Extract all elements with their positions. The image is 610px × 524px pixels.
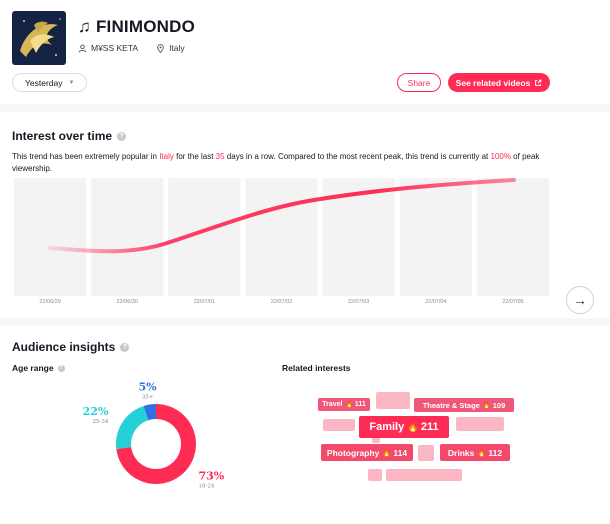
info-icon[interactable]: ? bbox=[120, 342, 130, 352]
desc-percent: 100% bbox=[490, 152, 511, 161]
artist-name: M¥SS KETA bbox=[91, 43, 139, 53]
related-interests-title: Related interests bbox=[282, 363, 351, 373]
period-value: Yesterday bbox=[25, 77, 63, 88]
day-column bbox=[14, 178, 87, 296]
chevron-down-icon: ▼ bbox=[68, 79, 75, 86]
age-range-donut-chart: 73%18-24 22%25-34 5%35+ bbox=[83, 381, 225, 490]
interest-label: Theatre & Stage bbox=[422, 400, 480, 410]
fire-icon: 🔥 bbox=[482, 402, 491, 409]
interest-score: 111 bbox=[354, 401, 366, 408]
x-tick-label: 22/07/02 bbox=[271, 299, 292, 305]
x-tick-label: 22/06/29 bbox=[39, 299, 60, 305]
interest-title-text: Interest over time bbox=[12, 129, 113, 143]
interest-placeholder bbox=[386, 469, 462, 481]
interest-placeholder bbox=[418, 445, 434, 461]
next-arrow-button[interactable]: → bbox=[566, 286, 594, 314]
share-button[interactable]: Share bbox=[397, 73, 441, 92]
interest-score: 114 bbox=[393, 447, 408, 458]
desc-text: days in a row. Compared to the most rece… bbox=[224, 152, 491, 161]
song-title: ♫ FINIMONDO bbox=[78, 17, 195, 37]
audience-title: Audience insights ? bbox=[12, 340, 130, 354]
country-meta: Italy bbox=[156, 43, 185, 53]
song-title-text: FINIMONDO bbox=[95, 17, 196, 36]
interest-score: 112 bbox=[488, 447, 503, 458]
interest-tag-photography[interactable]: Photography 🔥 114 bbox=[321, 444, 413, 461]
interest-placeholder bbox=[323, 419, 355, 431]
desc-text: of peak viewership. bbox=[12, 152, 540, 173]
trend-line bbox=[48, 178, 516, 254]
interest-tag-theatre-stage[interactable]: Theatre & Stage 🔥 109 bbox=[414, 398, 514, 412]
period-dropdown[interactable]: Yesterday ▼ bbox=[12, 73, 88, 92]
fire-icon: 🔥 bbox=[345, 402, 353, 408]
day-column bbox=[91, 178, 164, 296]
country-name: Italy bbox=[169, 43, 185, 53]
age-percent-label: 5% bbox=[138, 381, 157, 394]
age-percent-label: 22% bbox=[83, 405, 109, 418]
audience-title-text: Audience insights bbox=[12, 340, 116, 354]
donut-slice-25-34 bbox=[116, 405, 149, 450]
external-link-icon bbox=[535, 79, 542, 86]
donut-slice-35+ bbox=[143, 404, 156, 421]
trend-header: ♫ FINIMONDO M¥SS KETA Italy Yesterday ▼ … bbox=[0, 0, 610, 104]
desc-text: for the last bbox=[173, 152, 216, 161]
interest-description: This trend has been extremely popular in… bbox=[12, 151, 552, 175]
day-column bbox=[399, 178, 472, 296]
x-tick-label: 22/06/30 bbox=[116, 299, 137, 305]
age-category-label: 35+ bbox=[142, 395, 154, 401]
interest-placeholder bbox=[368, 469, 382, 481]
interest-line-chart: 22/06/29 22/06/30 22/07/01 22/07/02 22/07/03… bbox=[14, 178, 549, 305]
fire-icon: 🔥 bbox=[382, 448, 392, 457]
desc-country: Italy bbox=[159, 152, 174, 161]
interest-label: Photography bbox=[326, 447, 380, 458]
music-note-icon: ♫ bbox=[78, 17, 91, 36]
info-icon[interactable]: ? bbox=[57, 364, 65, 372]
interest-label: Family bbox=[369, 421, 405, 433]
user-icon bbox=[78, 44, 87, 52]
related-interests-cloud: Travel 🔥 111 Theatre & Stage 🔥 109 Family 🔥 21… bbox=[300, 388, 540, 488]
location-pin-icon bbox=[157, 43, 164, 53]
see-related-videos-button[interactable]: See related videos bbox=[448, 73, 550, 92]
fire-icon: 🔥 bbox=[407, 421, 419, 432]
interest-tag-travel[interactable]: Travel 🔥 111 bbox=[318, 398, 370, 411]
x-tick-label: 22/07/01 bbox=[194, 299, 215, 305]
x-tick-label: 22/07/05 bbox=[502, 299, 523, 305]
desc-text: This trend has been extremely popular in bbox=[12, 152, 160, 161]
donut-slice-18-24 bbox=[116, 404, 196, 484]
artist-meta: M¥SS KETA bbox=[78, 43, 138, 53]
interest-tag-drinks[interactable]: Drinks 🔥 112 bbox=[440, 444, 510, 461]
interest-label: Travel bbox=[322, 401, 343, 408]
desc-days: 35 bbox=[215, 152, 225, 161]
interest-over-time-section: Interest over time ? This trend has been… bbox=[0, 112, 610, 318]
song-meta: M¥SS KETA Italy bbox=[78, 43, 185, 53]
audience-insights-section: Audience insights ? Age range ? Related … bbox=[0, 326, 610, 524]
interest-placeholder bbox=[372, 437, 380, 443]
day-column bbox=[245, 178, 318, 296]
interest-score: 109 bbox=[492, 400, 506, 410]
interest-label: Drinks bbox=[447, 447, 475, 458]
song-cover-image bbox=[12, 11, 66, 65]
age-category-label: 25-34 bbox=[93, 419, 109, 425]
x-tick-label: 22/07/03 bbox=[348, 299, 369, 305]
see-related-videos-label: See related videos bbox=[455, 77, 531, 88]
interest-title: Interest over time ? bbox=[12, 129, 127, 143]
interest-placeholder bbox=[456, 417, 504, 431]
info-icon[interactable]: ? bbox=[117, 131, 127, 141]
interest-tag-family[interactable]: Family 🔥 211 bbox=[359, 416, 449, 438]
age-range-title: Age range ? bbox=[12, 363, 65, 373]
age-category-label: 18-24 bbox=[199, 484, 215, 490]
interest-placeholder bbox=[376, 392, 410, 409]
fire-icon: 🔥 bbox=[477, 448, 487, 457]
day-column bbox=[476, 178, 549, 296]
age-range-title-text: Age range bbox=[12, 363, 54, 373]
related-interests-title-text: Related interests bbox=[282, 363, 351, 373]
interest-score: 211 bbox=[420, 421, 439, 433]
x-tick-label: 22/07/04 bbox=[425, 299, 446, 305]
arrow-right-icon: → bbox=[573, 292, 587, 308]
age-percent-label: 73% bbox=[199, 470, 225, 483]
